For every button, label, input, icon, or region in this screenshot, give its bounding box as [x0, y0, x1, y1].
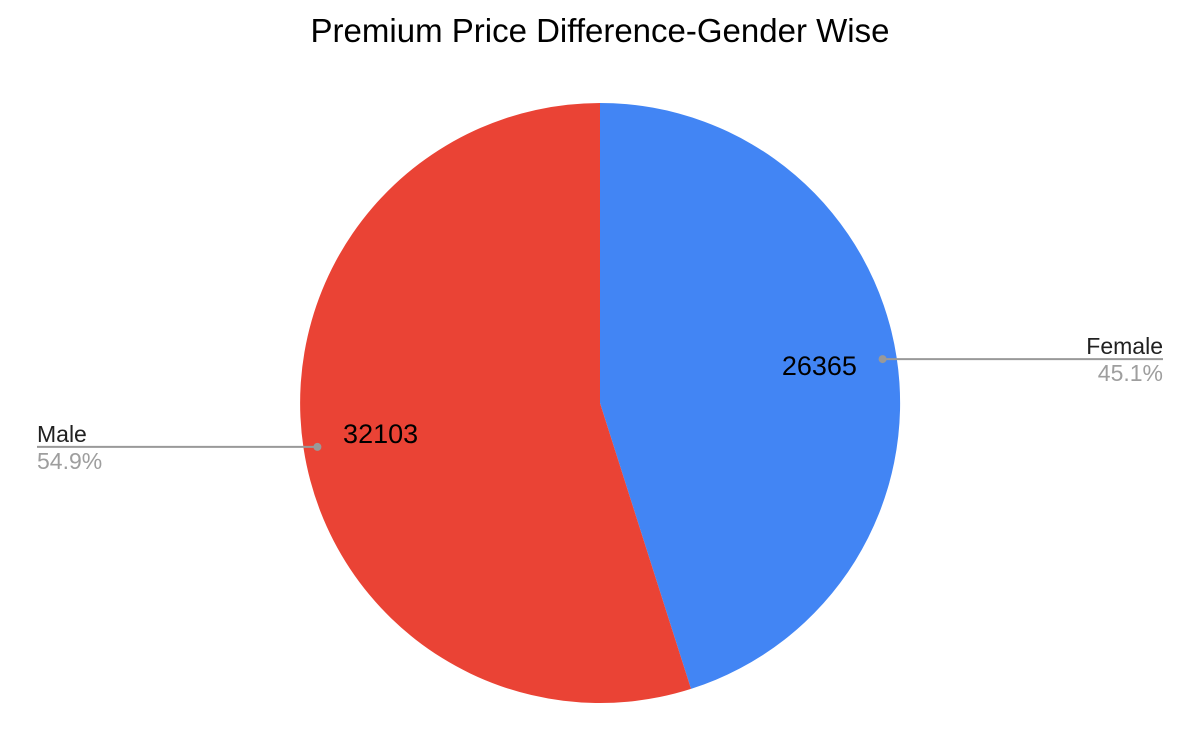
percent-label-female: 45.1%: [1098, 360, 1163, 386]
value-label-female: 26365: [782, 351, 857, 381]
pie-slice-female: [600, 102, 901, 689]
percent-label-male: 54.9%: [37, 448, 102, 474]
leader-dot-male: [313, 442, 322, 451]
leader-dot-female: [878, 355, 887, 364]
chart-title: Premium Price Difference-Gender Wise: [311, 12, 890, 49]
category-label-female: Female: [1086, 333, 1163, 359]
value-label-male: 32103: [343, 419, 418, 449]
pie-slice-male: [300, 103, 691, 703]
category-label-male: Male: [37, 421, 87, 447]
